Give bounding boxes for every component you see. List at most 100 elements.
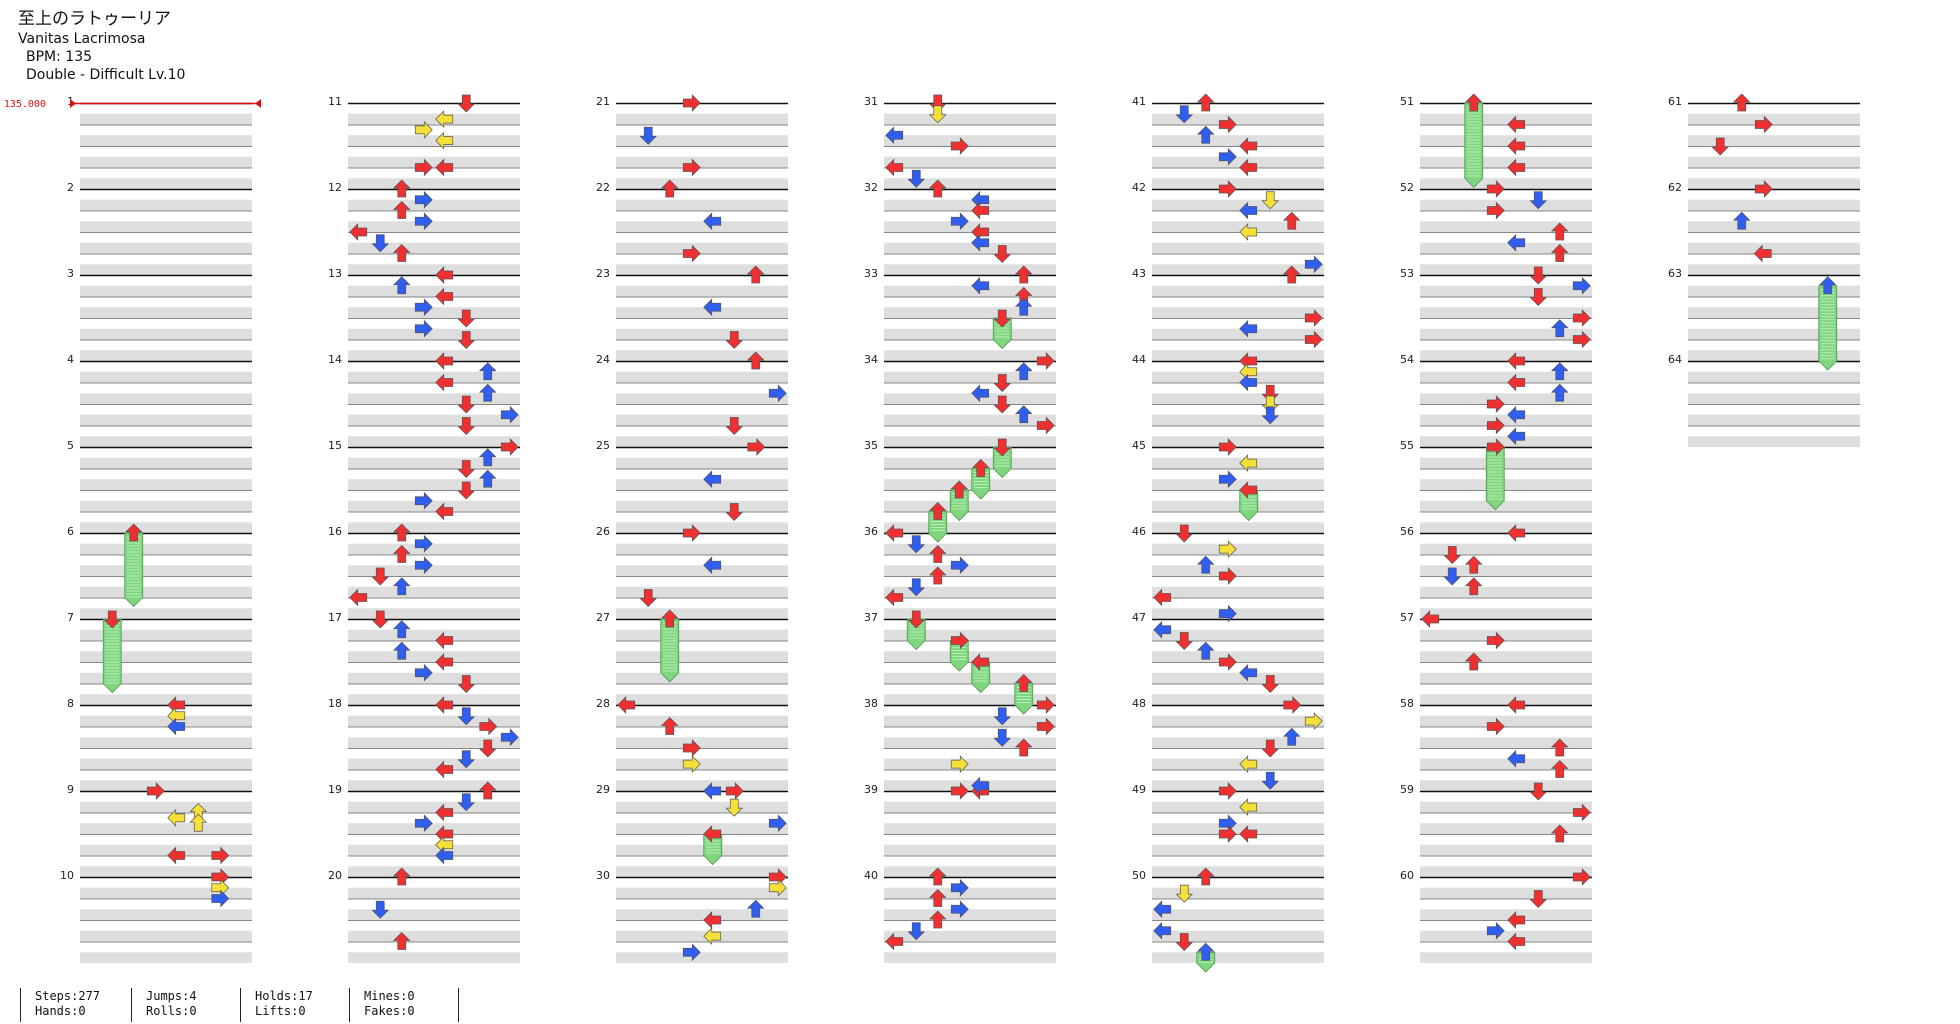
step-arrow-up bbox=[392, 620, 411, 639]
arrow-left-icon bbox=[971, 384, 990, 403]
offbeat-stripe bbox=[1152, 737, 1324, 748]
hold-note-up bbox=[971, 459, 991, 500]
offbeat-stripe bbox=[80, 823, 252, 834]
measure-number: 28 bbox=[596, 697, 610, 710]
arrow-down-icon bbox=[1261, 739, 1280, 758]
offbeat-stripe bbox=[884, 500, 1056, 512]
step-arrow-left bbox=[971, 384, 990, 403]
arrow-left-icon bbox=[885, 126, 904, 145]
step-arrow-down bbox=[907, 535, 926, 554]
step-arrow-up bbox=[392, 244, 411, 262]
step-arrow-down bbox=[1443, 567, 1462, 586]
offbeat-stripe bbox=[1420, 651, 1592, 662]
arrow-left-icon bbox=[1239, 454, 1258, 472]
offbeat-stripe bbox=[1688, 264, 1860, 275]
step-arrow-up bbox=[1550, 824, 1569, 843]
arrow-right-icon bbox=[414, 158, 433, 177]
measure-52: 52 bbox=[1400, 181, 1592, 275]
measure-5: 5 bbox=[67, 439, 252, 533]
arrow-left-icon bbox=[167, 809, 186, 827]
offbeat-stripe bbox=[1152, 672, 1324, 684]
step-arrow-right bbox=[479, 717, 498, 736]
offbeat-stripe bbox=[348, 135, 520, 146]
hold-body bbox=[928, 511, 948, 543]
step-arrow-up bbox=[392, 641, 411, 660]
step-arrow-right bbox=[1754, 180, 1773, 198]
offbeat-stripe bbox=[1420, 285, 1592, 297]
step-arrow-down bbox=[1443, 546, 1462, 564]
offbeat-stripe bbox=[616, 629, 788, 641]
measure-number: 14 bbox=[328, 353, 342, 366]
measure-22: 22 bbox=[596, 181, 788, 275]
offbeat-stripe bbox=[1420, 823, 1592, 834]
offbeat-stripe bbox=[1152, 543, 1324, 555]
arrow-up-icon bbox=[392, 620, 411, 639]
measure-47: 47 bbox=[1132, 611, 1324, 705]
arrow-right-icon bbox=[682, 158, 701, 177]
measure-1: 1 bbox=[67, 95, 252, 189]
measure-53: 53 bbox=[1400, 267, 1592, 361]
measure-15: 15 bbox=[328, 439, 520, 533]
arrow-down-icon bbox=[478, 739, 497, 758]
offbeat-stripe bbox=[348, 866, 520, 877]
arrow-left-icon bbox=[1153, 620, 1172, 639]
arrow-left-icon bbox=[1753, 244, 1772, 263]
measure-number: 58 bbox=[1400, 697, 1414, 710]
measure-8: 8 bbox=[67, 697, 252, 791]
offbeat-stripe bbox=[616, 565, 788, 576]
arrow-down-icon bbox=[371, 900, 390, 919]
offbeat-stripe bbox=[1420, 672, 1592, 684]
step-arrow-down bbox=[1175, 933, 1194, 951]
step-arrow-down bbox=[639, 589, 658, 607]
offbeat-stripe bbox=[884, 178, 1056, 189]
step-arrow-left bbox=[1421, 610, 1440, 628]
arrow-down-icon bbox=[725, 331, 744, 349]
step-arrow-right bbox=[768, 384, 787, 403]
step-arrow-right bbox=[768, 814, 787, 833]
hold-body bbox=[703, 833, 723, 866]
measure-number: 39 bbox=[864, 783, 878, 796]
offbeat-stripe bbox=[348, 371, 520, 383]
step-arrow-down bbox=[1261, 675, 1280, 693]
step-arrow-up bbox=[478, 781, 497, 800]
step-arrow-left bbox=[885, 932, 904, 951]
step-arrow-right bbox=[1304, 255, 1323, 274]
arrow-right-icon bbox=[414, 319, 433, 338]
hold-body bbox=[971, 468, 991, 500]
arrow-left-icon bbox=[1153, 921, 1172, 940]
step-arrow-right bbox=[414, 298, 433, 317]
arrow-right-icon bbox=[1754, 180, 1773, 198]
step-arrow-left bbox=[885, 126, 904, 145]
arrow-down-icon bbox=[457, 481, 476, 500]
offbeat-stripe bbox=[348, 565, 520, 576]
offbeat-stripe bbox=[1152, 221, 1324, 232]
offbeat-stripe bbox=[348, 457, 520, 469]
measure-51: 51 bbox=[1400, 95, 1592, 189]
measure-number: 8 bbox=[67, 697, 74, 710]
offbeat-stripe bbox=[1688, 436, 1860, 447]
offbeat-stripe bbox=[884, 930, 1056, 942]
arrow-left-icon bbox=[167, 846, 186, 865]
arrow-down-icon bbox=[993, 438, 1012, 457]
offbeat-stripe bbox=[884, 479, 1056, 490]
step-arrow-right bbox=[1486, 921, 1505, 940]
offbeat-stripe bbox=[616, 715, 788, 727]
step-arrow-left bbox=[971, 776, 990, 795]
arrow-right-icon bbox=[211, 889, 230, 908]
measure-43: 43 bbox=[1132, 267, 1324, 361]
arrow-up-icon bbox=[392, 932, 411, 950]
step-arrow-down bbox=[993, 728, 1012, 747]
offbeat-stripe bbox=[616, 307, 788, 318]
offbeat-stripe bbox=[1420, 436, 1592, 447]
offbeat-stripe bbox=[1420, 780, 1592, 791]
measure-number: 52 bbox=[1400, 181, 1414, 194]
step-arrow-right bbox=[1218, 653, 1237, 671]
arrow-left-icon bbox=[435, 373, 454, 392]
step-arrow-right bbox=[1218, 470, 1237, 489]
offbeat-stripe bbox=[1688, 307, 1860, 318]
arrow-left-icon bbox=[1507, 524, 1526, 542]
offbeat-stripe bbox=[80, 199, 252, 211]
step-arrow-left bbox=[1507, 352, 1526, 370]
offbeat-stripe bbox=[884, 909, 1056, 920]
measure-17: 17 bbox=[328, 611, 520, 705]
